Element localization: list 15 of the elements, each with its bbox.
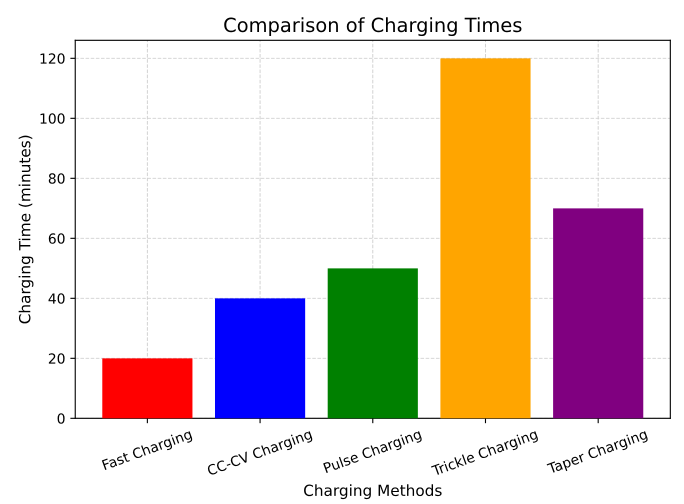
y-tick-label: 100: [40, 113, 65, 124]
y-tick-label: 0: [58, 413, 65, 424]
x-axis-title: Charging Methods: [304, 484, 442, 500]
y-tick-label: 20: [48, 353, 65, 364]
bar: [553, 208, 644, 418]
bar: [440, 58, 531, 418]
y-tick-label: 80: [48, 173, 65, 184]
y-axis-title: Charging Time (minutes): [18, 136, 34, 324]
bar: [102, 358, 192, 418]
y-tick-label: 40: [48, 293, 65, 304]
chart-title: Comparison of Charging Times: [224, 17, 522, 36]
y-tick-label: 120: [40, 53, 65, 64]
y-tick-label: 60: [48, 233, 65, 244]
bar: [328, 268, 418, 418]
bar: [214, 298, 306, 418]
